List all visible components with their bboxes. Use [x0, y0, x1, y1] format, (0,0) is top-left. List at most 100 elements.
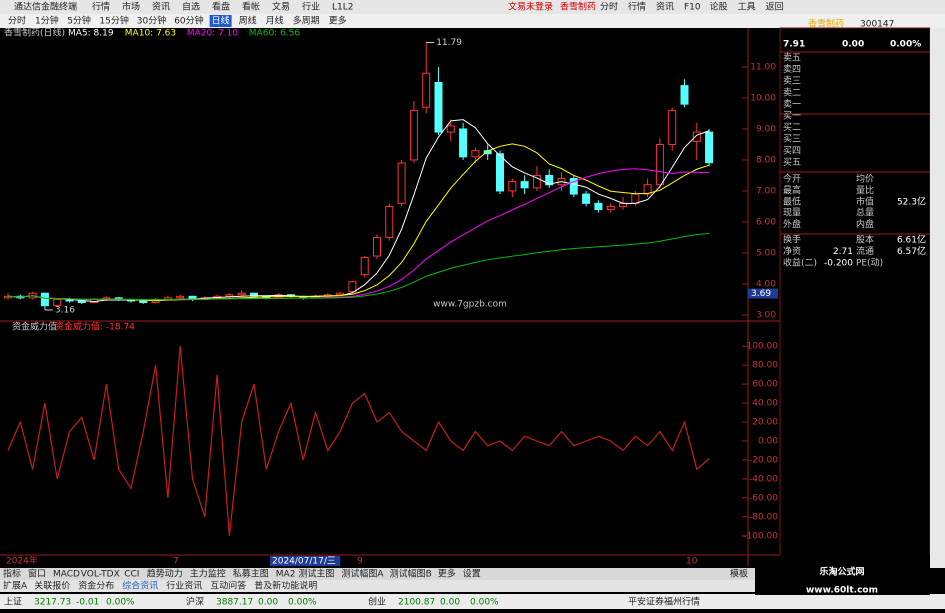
nav-button[interactable]: F10 — [684, 3, 701, 13]
stat-value: 6.61亿 — [897, 234, 926, 246]
y-tick-label: 11.00 — [750, 62, 776, 72]
ext-tab[interactable]: 普及新功能说明 — [254, 580, 317, 592]
period-tab[interactable]: 更多 — [329, 15, 347, 27]
nav-button[interactable]: 返回 — [766, 1, 784, 13]
candle-body — [225, 294, 234, 297]
indicator-tab[interactable]: CCI — [124, 570, 139, 580]
menu-item[interactable]: 资讯 — [152, 2, 170, 13]
order-label: 卖三 — [783, 76, 801, 87]
y-tick-label: -80.00 — [749, 512, 778, 522]
candle-body — [545, 174, 554, 186]
candle-body — [176, 295, 185, 299]
ext-tab[interactable]: 扩展A — [3, 580, 28, 592]
ext-tab-bar — [0, 580, 780, 592]
template-tab[interactable]: 模板 — [730, 568, 748, 580]
period-tab[interactable]: 多周期 — [293, 15, 320, 27]
candle-body — [643, 184, 652, 195]
y-tick-label: 5.00 — [756, 248, 776, 258]
stat-label: 现量 — [783, 208, 801, 219]
nav-button[interactable]: 分时 — [600, 1, 618, 13]
candle-body — [680, 85, 689, 105]
ext-tab[interactable]: 关联报价 — [34, 580, 70, 592]
candle-body — [471, 150, 480, 158]
stat-label: 流通 — [856, 245, 874, 257]
active-tab — [209, 15, 232, 27]
nav-button[interactable]: 行情 — [628, 1, 646, 13]
order-label: 卖二 — [783, 87, 801, 98]
indicator-value: 资金威力值: -18.74 — [55, 321, 135, 333]
indicator-tab[interactable]: 设置 — [463, 569, 481, 580]
indicator-tab[interactable]: VOL-TDX — [81, 570, 120, 580]
candle-body — [40, 292, 49, 307]
site-banner — [755, 555, 930, 595]
watermark: www.7gpzb.com — [433, 300, 507, 310]
menu-item[interactable]: 行业 — [302, 1, 320, 13]
quote-price: 7.91 — [783, 40, 805, 50]
indicator-tab[interactable]: 更多 — [438, 568, 456, 580]
menu-item[interactable]: 自选 — [182, 1, 200, 13]
period-tab[interactable]: 日线 — [212, 15, 230, 27]
index-pct: 0.00% — [288, 598, 317, 608]
nav-button[interactable]: 工具 — [738, 2, 756, 13]
login-status[interactable]: 文易未登录 — [508, 1, 553, 13]
ext-tab[interactable]: 综合资讯 — [122, 580, 158, 592]
period-tab[interactable]: 1分钟 — [35, 15, 59, 27]
site-url: www.60lt.com — [806, 586, 878, 596]
period-tab[interactable]: 60分钟 — [174, 15, 203, 27]
candle-body — [532, 174, 541, 189]
site-name: 乐淘公式网 — [819, 566, 864, 578]
period-tab[interactable]: 周线 — [239, 15, 257, 27]
menu-item[interactable]: 文易 — [272, 1, 290, 13]
indicator-tab[interactable]: 主力监控 — [190, 568, 226, 580]
y-tick-label: 9.00 — [756, 124, 776, 134]
nav-button[interactable]: 资讯 — [656, 2, 674, 13]
stat-label: 股本 — [856, 234, 874, 246]
ext-tab[interactable]: 互动问答 — [210, 580, 246, 592]
side-bar — [930, 28, 945, 568]
broker: 平安证券福州行情 — [628, 596, 700, 608]
indicator-tab[interactable]: 测试幅图A — [341, 568, 384, 580]
stat-label: 均价 — [856, 173, 874, 185]
ext-tab[interactable]: 资金分布 — [78, 580, 114, 592]
candle-body — [668, 109, 677, 145]
period-tab[interactable]: 5分钟 — [67, 15, 91, 27]
indicator-tab[interactable]: 指标 — [3, 568, 21, 580]
low-label: 3.16 — [55, 305, 75, 315]
indicator-tab[interactable]: MACD — [53, 570, 80, 580]
candle-body — [446, 125, 455, 133]
chart-title: 香雪制药(日线) — [4, 27, 65, 39]
menu-item[interactable]: L1L2 — [332, 3, 353, 13]
menu-item[interactable]: 行情 — [92, 1, 110, 13]
nav-button[interactable]: 论股 — [710, 1, 728, 13]
y-tick-label: 7.00 — [756, 186, 776, 196]
menu-item[interactable]: 看盘 — [212, 1, 230, 13]
ext-tab[interactable]: 行业资讯 — [166, 580, 202, 592]
stat-value: 6.57亿 — [897, 245, 926, 257]
indicator-tab[interactable]: 私募主图 — [233, 568, 269, 580]
index-name: 创业 — [368, 596, 386, 608]
indicator-tab[interactable]: 测试主图 — [298, 568, 334, 580]
period-tab[interactable]: 15分钟 — [99, 15, 128, 27]
order-label: 买五 — [783, 157, 801, 168]
menu-item[interactable]: 看帐 — [242, 1, 260, 13]
stat-value: 52.3亿 — [897, 195, 926, 207]
menu-item[interactable]: 市场 — [122, 1, 140, 13]
period-tab[interactable]: 30分钟 — [137, 15, 166, 27]
candle-body — [237, 292, 246, 296]
period-tab[interactable]: 月线 — [266, 15, 284, 27]
indicator-tab[interactable]: 测试幅图B — [390, 568, 432, 580]
stock-name: 香雪制药 — [560, 1, 596, 13]
indicator-tab[interactable]: 趋势动力 — [147, 568, 183, 580]
candle-body — [582, 193, 591, 204]
legend-entry: MA20: 7.10 — [187, 29, 239, 39]
toolbar — [0, 14, 945, 28]
candle-body — [594, 202, 603, 211]
quote-pct: 0.00% — [890, 40, 921, 50]
period-tab[interactable]: 分时 — [8, 15, 26, 27]
legend-entry: MA60: 6.56 — [249, 29, 301, 39]
price-marker — [748, 288, 778, 299]
indicator-tab[interactable]: MA2 — [276, 570, 296, 580]
indicator-tab[interactable]: 窗口 — [28, 568, 46, 580]
y-tick-label: 3.00 — [756, 310, 776, 320]
index-value: 3217.73 — [34, 598, 71, 608]
